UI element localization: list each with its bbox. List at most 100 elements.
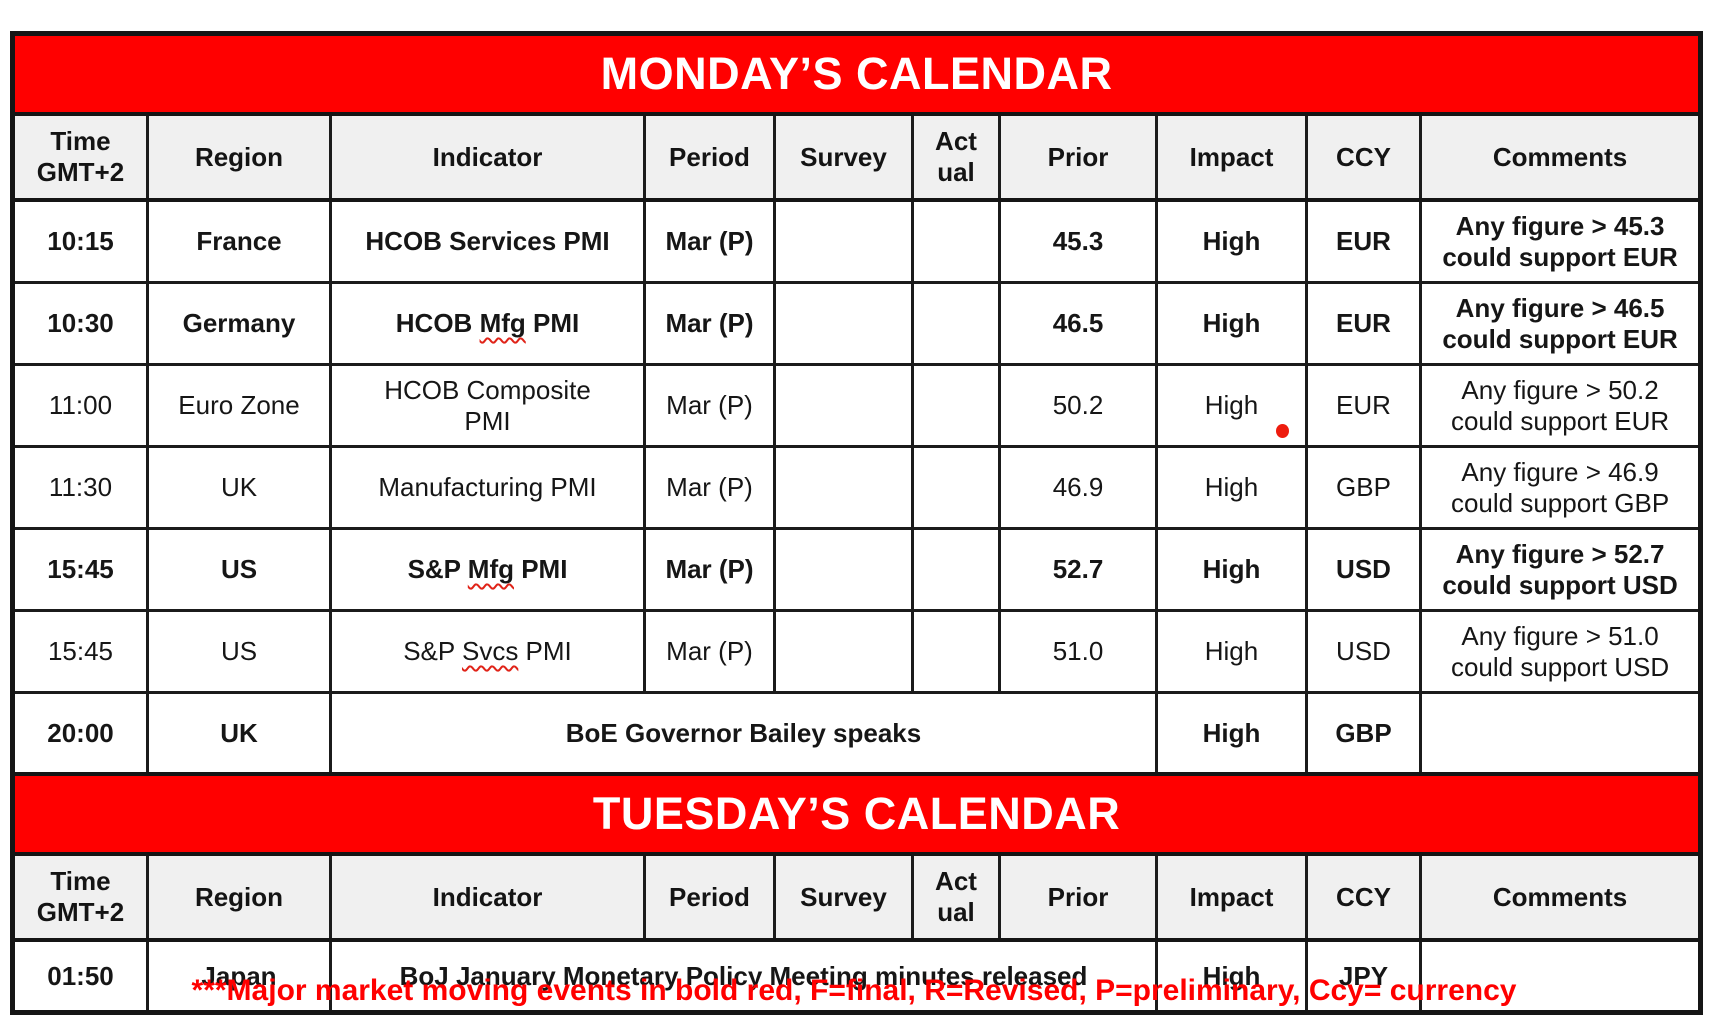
comment-line: could support USD xyxy=(1450,651,1670,682)
comments-cell: Any figure > 46.9 could support GBP xyxy=(1418,445,1703,530)
comment-line: could support EUR xyxy=(1450,405,1670,436)
impact-cell: High xyxy=(1155,363,1308,448)
indicator-cell: HCOB Services PMI xyxy=(329,198,646,284)
prior-cell: 51.0 xyxy=(998,609,1158,694)
indicator-cell: S&P Svcs PMI xyxy=(329,609,646,694)
period-cell: Mar (P) xyxy=(643,445,776,530)
col-header-survey: Survey xyxy=(773,852,914,942)
comment-line: Any figure > 50.2 xyxy=(1461,374,1659,405)
col-header-time-line2: GMT+2 xyxy=(36,897,125,927)
region-cell: Euro Zone xyxy=(146,363,332,448)
col-header-actual-line1: Act xyxy=(935,126,977,157)
prior-cell: 46.5 xyxy=(998,281,1158,366)
monday-header-row: Time GMT+2 Region Indicator Period Survey… xyxy=(11,112,1703,202)
survey-cell xyxy=(773,281,914,366)
comment-line: Any figure > 52.7 xyxy=(1455,538,1665,569)
col-header-time-line2: GMT+2 xyxy=(36,157,125,187)
col-header-prior: Prior xyxy=(998,112,1158,202)
region-cell: UK xyxy=(146,691,332,776)
tuesday-banner-title: TUESDAY’S CALENDAR xyxy=(10,772,1703,856)
prior-cell: 46.9 xyxy=(998,445,1158,530)
indicator-text: HCOB xyxy=(395,308,480,339)
period-cell: Mar (P) xyxy=(643,281,776,366)
monday-banner-row: MONDAY’S CALENDAR xyxy=(10,31,1703,116)
col-header-period: Period xyxy=(643,112,776,202)
comment-line: Any figure > 45.3 xyxy=(1455,210,1665,241)
monday-banner-title: MONDAY’S CALENDAR xyxy=(10,31,1703,116)
col-header-comments: Comments xyxy=(1418,852,1703,942)
impact-cell: High xyxy=(1155,609,1308,694)
indicator-text: S&P xyxy=(403,636,462,667)
ccy-cell: EUR xyxy=(1305,281,1422,366)
comments-cell: Any figure > 51.0 could support USD xyxy=(1418,609,1703,694)
actual-cell xyxy=(911,527,1001,612)
indicator-cell: S&P Mfg PMI xyxy=(329,527,646,612)
survey-cell xyxy=(773,445,914,530)
comment-line: could support EUR xyxy=(1442,323,1678,354)
table-row: 20:00 UK BoE Governor Bailey speaks High… xyxy=(11,691,1703,776)
comment-line: could support EUR xyxy=(1442,241,1678,272)
time-cell: 01:50 xyxy=(11,938,149,1014)
period-cell: Mar (P) xyxy=(643,198,776,284)
col-header-actual-line1: Act xyxy=(935,866,977,897)
time-cell: 20:00 xyxy=(11,691,149,776)
footnote: ***Major market moving events in bold re… xyxy=(191,974,1517,1007)
event-cell: BoE Governor Bailey speaks xyxy=(329,691,1158,776)
indicator-misspelled-text: Svcs xyxy=(461,636,519,667)
col-header-prior: Prior xyxy=(998,852,1158,942)
comment-line: Any figure > 51.0 xyxy=(1461,620,1659,651)
impact-text: High xyxy=(1204,390,1259,421)
col-header-survey: Survey xyxy=(773,112,914,202)
col-header-indicator: Indicator xyxy=(329,852,646,942)
indicator-cell: Manufacturing PMI xyxy=(329,445,646,530)
survey-cell xyxy=(773,527,914,612)
tuesday-header-row: Time GMT+2 Region Indicator Period Survey… xyxy=(11,852,1703,942)
region-cell: UK xyxy=(146,445,332,530)
impact-cell: High xyxy=(1155,445,1308,530)
impact-cell: High xyxy=(1155,281,1308,366)
table-row: 01:50 Japan BoJ January Monetary Policy … xyxy=(11,938,1703,1014)
indicator-text: HCOB Services PMI xyxy=(365,226,610,257)
ccy-cell: GBP xyxy=(1305,691,1422,776)
impact-cell: High xyxy=(1155,938,1308,1014)
indicator-misspelled-text: Mfg xyxy=(479,308,526,339)
actual-cell xyxy=(911,445,1001,530)
col-header-comments: Comments xyxy=(1418,112,1703,202)
comment-line: Any figure > 46.9 xyxy=(1461,456,1659,487)
period-cell: Mar (P) xyxy=(643,363,776,448)
time-cell: 11:30 xyxy=(11,445,149,530)
col-header-actual-line2: ual xyxy=(937,157,975,187)
col-header-ccy: CCY xyxy=(1305,112,1422,202)
comments-cell xyxy=(1418,938,1703,1014)
comments-cell: Any figure > 45.3 could support EUR xyxy=(1418,198,1703,284)
col-header-time: Time GMT+2 xyxy=(11,852,149,942)
impact-cell: High xyxy=(1155,691,1308,776)
col-header-impact: Impact xyxy=(1155,112,1308,202)
time-cell: 10:15 xyxy=(11,198,149,284)
region-cell: US xyxy=(146,609,332,694)
col-header-ccy: CCY xyxy=(1305,852,1422,942)
col-header-time: Time GMT+2 xyxy=(11,112,149,202)
comments-cell: Any figure > 46.5 could support EUR xyxy=(1418,281,1703,366)
actual-cell xyxy=(911,363,1001,448)
table-row: 15:45 US S&P Svcs PMI Mar (P) 51.0 High … xyxy=(11,609,1703,694)
table-row: 10:15 France HCOB Services PMI Mar (P) 4… xyxy=(11,198,1703,284)
col-header-actual: Act ual xyxy=(911,852,1001,942)
comments-cell: Any figure > 50.2 could support EUR xyxy=(1418,363,1703,448)
time-cell: 15:45 xyxy=(11,527,149,612)
ccy-cell: EUR xyxy=(1305,198,1422,284)
col-header-region: Region xyxy=(146,852,332,942)
event-cell: BoJ January Monetary Policy Meeting minu… xyxy=(329,938,1158,1014)
survey-cell xyxy=(773,609,914,694)
time-cell: 10:30 xyxy=(11,281,149,366)
region-cell: Japan xyxy=(146,938,332,1014)
table-row: 11:30 UK Manufacturing PMI Mar (P) 46.9 … xyxy=(11,445,1703,530)
col-header-actual: Act ual xyxy=(911,112,1001,202)
economic-calendar-table: MONDAY’S CALENDAR Time GMT+2 Region Indic… xyxy=(10,31,1704,1015)
ccy-cell: EUR xyxy=(1305,363,1422,448)
col-header-impact: Impact xyxy=(1155,852,1308,942)
comment-line: could support GBP xyxy=(1450,487,1670,518)
ccy-cell: GBP xyxy=(1305,445,1422,530)
col-header-region: Region xyxy=(146,112,332,202)
